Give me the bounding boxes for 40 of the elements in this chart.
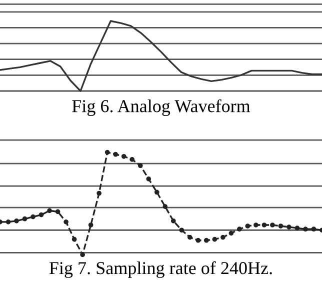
- point: [38, 212, 44, 218]
- point: [162, 204, 168, 210]
- point: [30, 214, 36, 220]
- point: [130, 157, 135, 162]
- point: [179, 228, 184, 233]
- point: [196, 238, 201, 243]
- point: [154, 190, 160, 195]
- point: [170, 218, 176, 224]
- point: [47, 208, 52, 214]
- point: [88, 222, 94, 228]
- point: [6, 220, 11, 224]
- point: [104, 150, 110, 155]
- point: [254, 222, 258, 228]
- point: [228, 230, 234, 236]
- point: [278, 224, 284, 228]
- point: [220, 234, 226, 240]
- point: [72, 236, 77, 242]
- point: [204, 238, 209, 243]
- point: [237, 226, 242, 232]
- point: [245, 224, 250, 228]
- point: [138, 163, 143, 168]
- text: Fig 7. Sampling rate of 240Hz.: [49, 261, 272, 278]
- point: [22, 216, 28, 222]
- point: [187, 234, 192, 240]
- point: [121, 154, 126, 159]
- point: [80, 252, 85, 258]
- text: Fig 6. Analog Waveform: [72, 99, 250, 116]
- point: [311, 226, 316, 232]
- point: [303, 226, 308, 232]
- point: [113, 152, 118, 157]
- point: [14, 218, 19, 224]
- point: [96, 190, 102, 196]
- point: [294, 226, 300, 231]
- point: [146, 176, 152, 182]
- point: [64, 220, 68, 224]
- point: [212, 236, 218, 242]
- point: [55, 209, 60, 214]
- point: [270, 222, 275, 228]
- point: [262, 222, 267, 228]
- point: [286, 224, 292, 230]
